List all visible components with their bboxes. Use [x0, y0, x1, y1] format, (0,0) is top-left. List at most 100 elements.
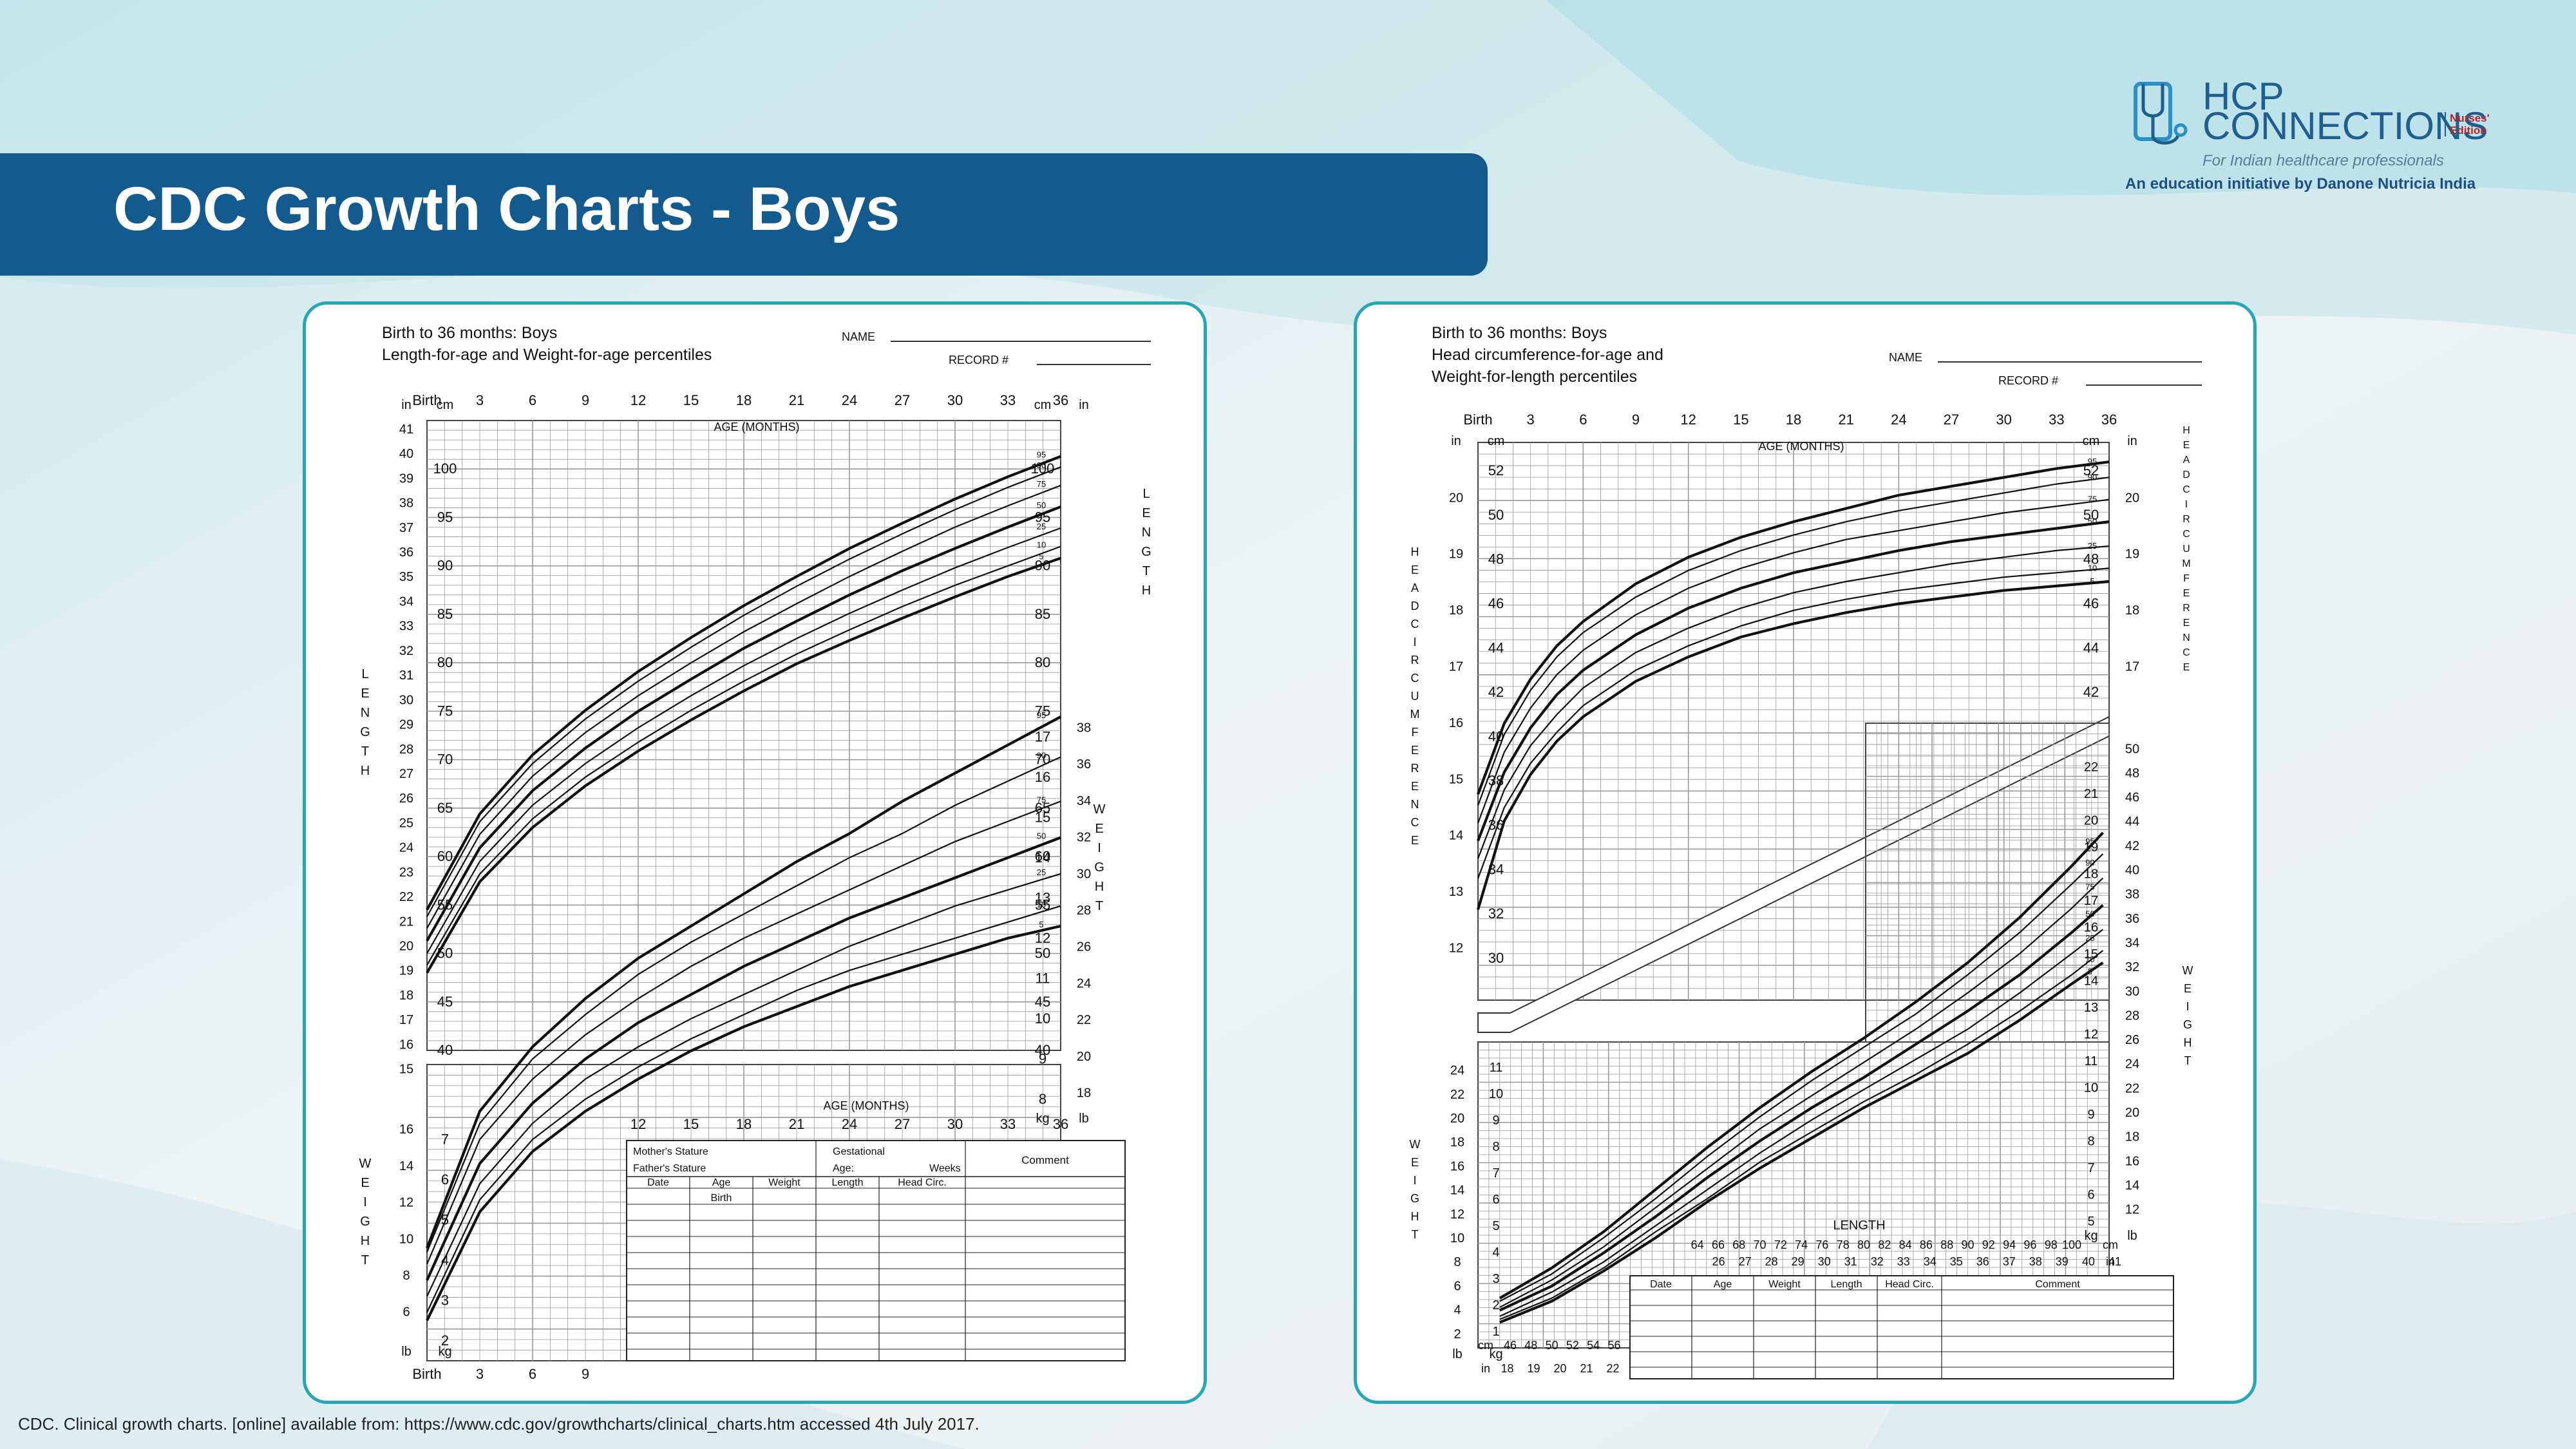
logo-line2: CONNECTIONS: [2202, 104, 2488, 147]
length-cm-tick-mid: 78: [1837, 1238, 1850, 1251]
weight-kg-tick-right: 15: [1035, 809, 1050, 825]
length-in-tick: 40: [399, 447, 413, 461]
head-side-label-right-char: E: [2183, 618, 2190, 629]
wl-lb-tick-right: 26: [2125, 1033, 2139, 1047]
length-side-label-char: E: [361, 687, 369, 701]
wl-lb-tick-right: 32: [2125, 960, 2139, 974]
record-col-2: Weight: [1768, 1279, 1801, 1290]
weight-lb-tick: 12: [399, 1196, 413, 1210]
weight-percentile-label-90: 90: [1037, 751, 1046, 761]
wl-lb-tick-right: 46: [2125, 791, 2139, 805]
record-col-4: Head Circ.: [898, 1177, 947, 1188]
length-in-tick: 25: [399, 816, 413, 830]
wl-lb-tick: 6: [1454, 1279, 1461, 1293]
length-in-tick-mid: 26: [1712, 1255, 1725, 1268]
weight-length-percentile-label-95: 95: [2085, 837, 2094, 846]
length-in-tick: 15: [399, 1063, 413, 1077]
length-cm-tick: 65: [437, 800, 453, 816]
weight-lb-tick: 8: [402, 1269, 410, 1283]
length-percentile-25: [426, 527, 1061, 954]
head-in-tick: 14: [1449, 829, 1463, 843]
length-in-tick-bottom: 19: [1527, 1362, 1540, 1375]
length-cm-tick-bottom: 56: [1607, 1339, 1620, 1352]
head-unit-in-right: in: [2127, 434, 2137, 448]
length-in-tick-bottom: 22: [1607, 1362, 1620, 1375]
wl-unit-kg: kg: [1489, 1347, 1502, 1361]
title-banner: [0, 153, 1488, 276]
head-in-tick: 17: [1449, 659, 1463, 674]
weight-length-percentile-10: [1499, 950, 2104, 1320]
weight-lb-tick-right: 22: [1077, 1013, 1091, 1027]
age-tick-top: 6: [1579, 412, 1587, 428]
weight-kg-tick-right: 17: [1035, 728, 1050, 744]
record-table: [1629, 1275, 2174, 1379]
age-axis-title-mid: AGE (MONTHS): [824, 1099, 909, 1112]
age-tick-top: 9: [582, 392, 589, 408]
left-chart-card: Birth to 36 months: Boys Length-for-age …: [303, 301, 1207, 1404]
length-in-tick: 35: [399, 570, 413, 584]
age-tick-top: 12: [630, 392, 646, 408]
length-cm-tick-right: 45: [1035, 994, 1050, 1010]
right-name-field[interactable]: [1938, 361, 2202, 363]
weight-kg-tick: 6: [441, 1171, 449, 1188]
age-tick-top: 30: [947, 392, 963, 408]
weight-unit-kg-right: kg: [1036, 1112, 1049, 1126]
wl-kg-tick-right: 7: [2087, 1161, 2094, 1175]
length-percentile-label-5: 5: [1039, 552, 1043, 562]
weight-length-percentile-50: [1499, 904, 2104, 1312]
weight-percentile-10: [426, 905, 1061, 1313]
length-unit-cm: cm: [437, 398, 454, 412]
head-cm-tick: 32: [1488, 905, 1504, 922]
age-tick-top: Birth: [412, 392, 441, 408]
head-side-label-right-char: E: [2183, 440, 2190, 451]
length-side-label-right-char: E: [1142, 506, 1150, 520]
weight-percentile-label-5: 5: [1039, 920, 1043, 929]
weight-side-label-char: H: [361, 1234, 370, 1248]
wl-lb-tick-right: 16: [2125, 1154, 2139, 1168]
length-cm-tick-mid: 100: [2062, 1238, 2081, 1251]
logo-edition-line1: Nurses': [2450, 112, 2490, 124]
length-percentile-label-50: 50: [1037, 500, 1046, 510]
wl-kg-tick-right: 12: [2084, 1028, 2098, 1042]
head-side-label-right-char: E: [2183, 588, 2190, 599]
wl-lb-tick-right: 40: [2125, 864, 2139, 878]
right-title-line2: Head circumference-for-age and: [1432, 346, 1663, 364]
head-in-tick-right: 17: [2125, 659, 2139, 674]
length-in-tick-mid: 33: [1897, 1255, 1910, 1268]
mothers-stature-label: Mother's Stature: [633, 1146, 708, 1157]
weight-side-label-char: I: [363, 1195, 367, 1209]
length-cm-tick-right: 50: [1035, 945, 1050, 961]
length-cm-tick-mid: 72: [1774, 1238, 1787, 1251]
age-tick-top: 9: [1632, 412, 1640, 428]
length-in-tick: 26: [399, 791, 413, 806]
right-record-field[interactable]: [2086, 384, 2202, 386]
weight-percentile-5: [426, 924, 1061, 1321]
head-unit-cm-right: cm: [2083, 434, 2100, 448]
head-side-label-char: H: [1411, 545, 1419, 558]
record-col-3: Length: [1831, 1279, 1862, 1290]
wl-lb-tick: 10: [1450, 1231, 1464, 1245]
length-in-tick-mid: 31: [1844, 1255, 1857, 1268]
length-percentile-5: [426, 556, 1061, 974]
weight-percentile-label-50: 50: [1037, 831, 1046, 841]
left-name-field[interactable]: [891, 341, 1151, 342]
weight-length-percentile-90: [1499, 853, 2104, 1302]
left-record-field[interactable]: [1037, 364, 1151, 365]
length-in-tick-mid: 36: [1976, 1255, 1989, 1268]
head-percentile-75: [1477, 498, 2110, 824]
weight-side-label-right-char: W: [1094, 802, 1106, 817]
length-cm-tick-bottom: 54: [1587, 1339, 1600, 1352]
head-cm-tick: 48: [1488, 551, 1504, 567]
wl-kg-tick: 4: [1492, 1245, 1499, 1260]
head-side-label-char: E: [1411, 780, 1419, 793]
length-cm-tick-mid: 86: [1920, 1238, 1933, 1251]
length-cm-tick: 85: [437, 606, 453, 622]
length-in-tick-mid: 32: [1871, 1255, 1884, 1268]
hcp-connections-logo: HCP CONNECTIONS Nurses' Edition For Indi…: [2119, 71, 2518, 200]
weight-kg-tick: 4: [441, 1252, 449, 1268]
wl-unit-kg-right: kg: [2084, 1229, 2098, 1243]
record-col-2: Weight: [768, 1177, 800, 1188]
wl-kg-tick: 7: [1492, 1166, 1499, 1180]
logo-edition: Nurses' Edition: [2445, 112, 2490, 137]
record-col-5: Comment: [2035, 1279, 2080, 1290]
